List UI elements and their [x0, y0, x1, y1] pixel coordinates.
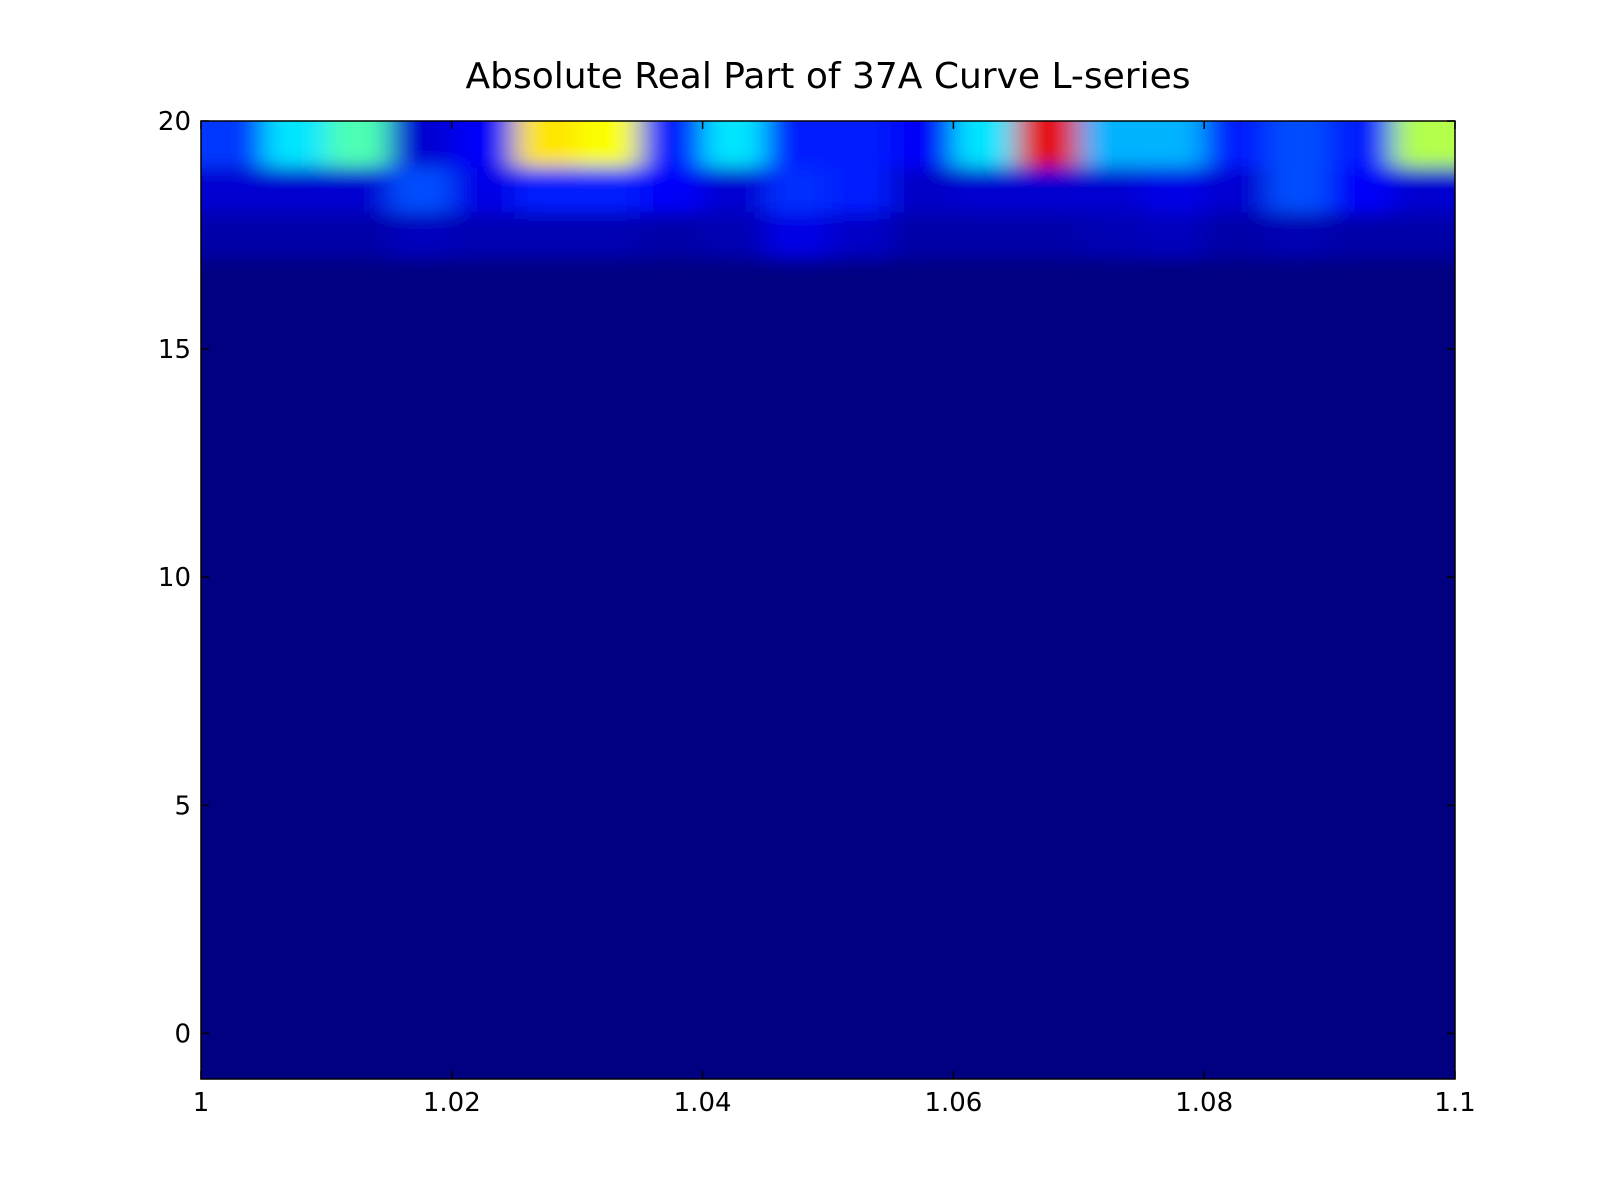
heat-cell [953, 212, 1017, 259]
heat-cell [389, 212, 453, 259]
heat-cell [828, 212, 892, 259]
heat-cell [702, 121, 766, 168]
heat-cell [1266, 121, 1331, 168]
heat-cell [1016, 257, 1080, 1079]
x-tick-label: 1.08 [1175, 1088, 1233, 1118]
heat-cell [326, 166, 390, 213]
heat-cell [765, 212, 829, 259]
heat-cell [765, 166, 829, 213]
heat-cell [828, 166, 892, 213]
heat-cell [1141, 212, 1205, 259]
heat-cell [1204, 121, 1268, 168]
heat-cell [1078, 212, 1142, 259]
y-tick-label: 5 [174, 791, 191, 821]
heat-cell [890, 212, 954, 259]
heat-cell [1266, 212, 1331, 259]
heat-cell [1329, 257, 1393, 1079]
plot-frame [200, 120, 1456, 1080]
heat-cell [1392, 166, 1455, 213]
heat-cell [1266, 166, 1331, 213]
heat-cell [702, 257, 766, 1079]
heat-cell [639, 212, 704, 259]
x-tick-label: 1.04 [674, 1088, 732, 1118]
heat-cell [953, 121, 1017, 168]
heat-cell [1329, 121, 1393, 168]
heat-cell [263, 257, 327, 1079]
heat-cell [1016, 166, 1080, 213]
heat-cell [639, 166, 704, 213]
heat-cell [890, 121, 954, 168]
heat-cell [639, 257, 704, 1079]
heat-cell [1392, 121, 1455, 168]
heat-cell [702, 212, 766, 259]
heat-cell [1204, 257, 1268, 1079]
heat-cell [201, 166, 265, 213]
heat-cell [1078, 257, 1142, 1079]
heat-cell [1329, 212, 1393, 259]
y-tick-label: 20 [158, 107, 191, 137]
heat-cell [201, 121, 265, 168]
heat-cell [577, 166, 641, 213]
heat-cell [577, 212, 641, 259]
heat-cell [326, 257, 390, 1079]
y-tick-label: 0 [174, 1019, 191, 1049]
heat-cell [389, 166, 453, 213]
heat-cell [1078, 121, 1142, 168]
heat-cell [1392, 212, 1455, 259]
heat-cell [263, 212, 327, 259]
heat-cell [1016, 121, 1080, 168]
heat-cell [201, 212, 265, 259]
heat-cell [1266, 257, 1331, 1079]
heat-cell [263, 166, 327, 213]
x-tick-label: 1 [193, 1088, 210, 1118]
heat-cell [828, 121, 892, 168]
x-tick-label: 1.06 [924, 1088, 982, 1118]
heat-cell [1016, 212, 1080, 259]
heat-cell [389, 257, 453, 1079]
heat-cell [1329, 166, 1393, 213]
heat-cell [389, 121, 453, 168]
heat-cell [639, 121, 704, 168]
heat-cell [514, 166, 578, 213]
heat-cell [326, 121, 390, 168]
heat-cell [1392, 257, 1455, 1079]
heat-cell [326, 212, 390, 259]
heat-cell [451, 257, 515, 1079]
heat-cell [451, 212, 515, 259]
heat-cell [1204, 166, 1268, 213]
heat-cell [828, 257, 892, 1079]
heat-cell [890, 166, 954, 213]
heat-cell [953, 257, 1017, 1079]
heat-cell [1204, 212, 1268, 259]
heat-cell [1078, 166, 1142, 213]
heat-cell [765, 121, 829, 168]
x-tick-label: 1.02 [423, 1088, 481, 1118]
heat-cell [263, 121, 327, 168]
heatmap-cells [201, 121, 1455, 1079]
heat-cell [577, 257, 641, 1079]
heat-cell [577, 121, 641, 168]
heat-cell [1141, 166, 1205, 213]
heat-cell [1141, 121, 1205, 168]
heat-cell [514, 121, 578, 168]
heat-cell [702, 166, 766, 213]
chart-title: Absolute Real Part of 37A Curve L-series [465, 56, 1190, 97]
heat-cell [890, 257, 954, 1079]
heat-cell [765, 257, 829, 1079]
heat-cell [1141, 257, 1205, 1079]
heat-cell [451, 121, 515, 168]
heat-cell [451, 166, 515, 213]
plot-area [201, 121, 1455, 1079]
heat-cell [201, 257, 265, 1079]
y-tick-label: 10 [158, 563, 191, 593]
y-tick-label: 15 [158, 335, 191, 365]
heat-cell [514, 212, 578, 259]
heat-cell [514, 257, 578, 1079]
x-tick-label: 1.1 [1434, 1088, 1475, 1118]
heat-cell [953, 166, 1017, 213]
